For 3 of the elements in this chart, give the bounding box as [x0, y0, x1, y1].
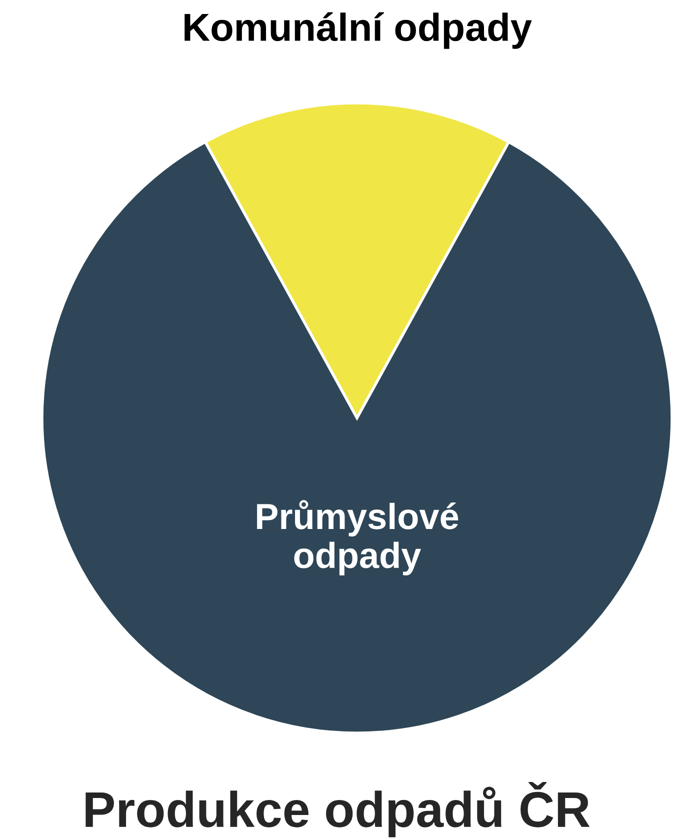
slice-label: Průmyslové odpady	[257, 500, 458, 576]
text: Produkce odpadů ČR	[86, 782, 590, 838]
slice-label: Komunální odpady	[184, 12, 532, 49]
